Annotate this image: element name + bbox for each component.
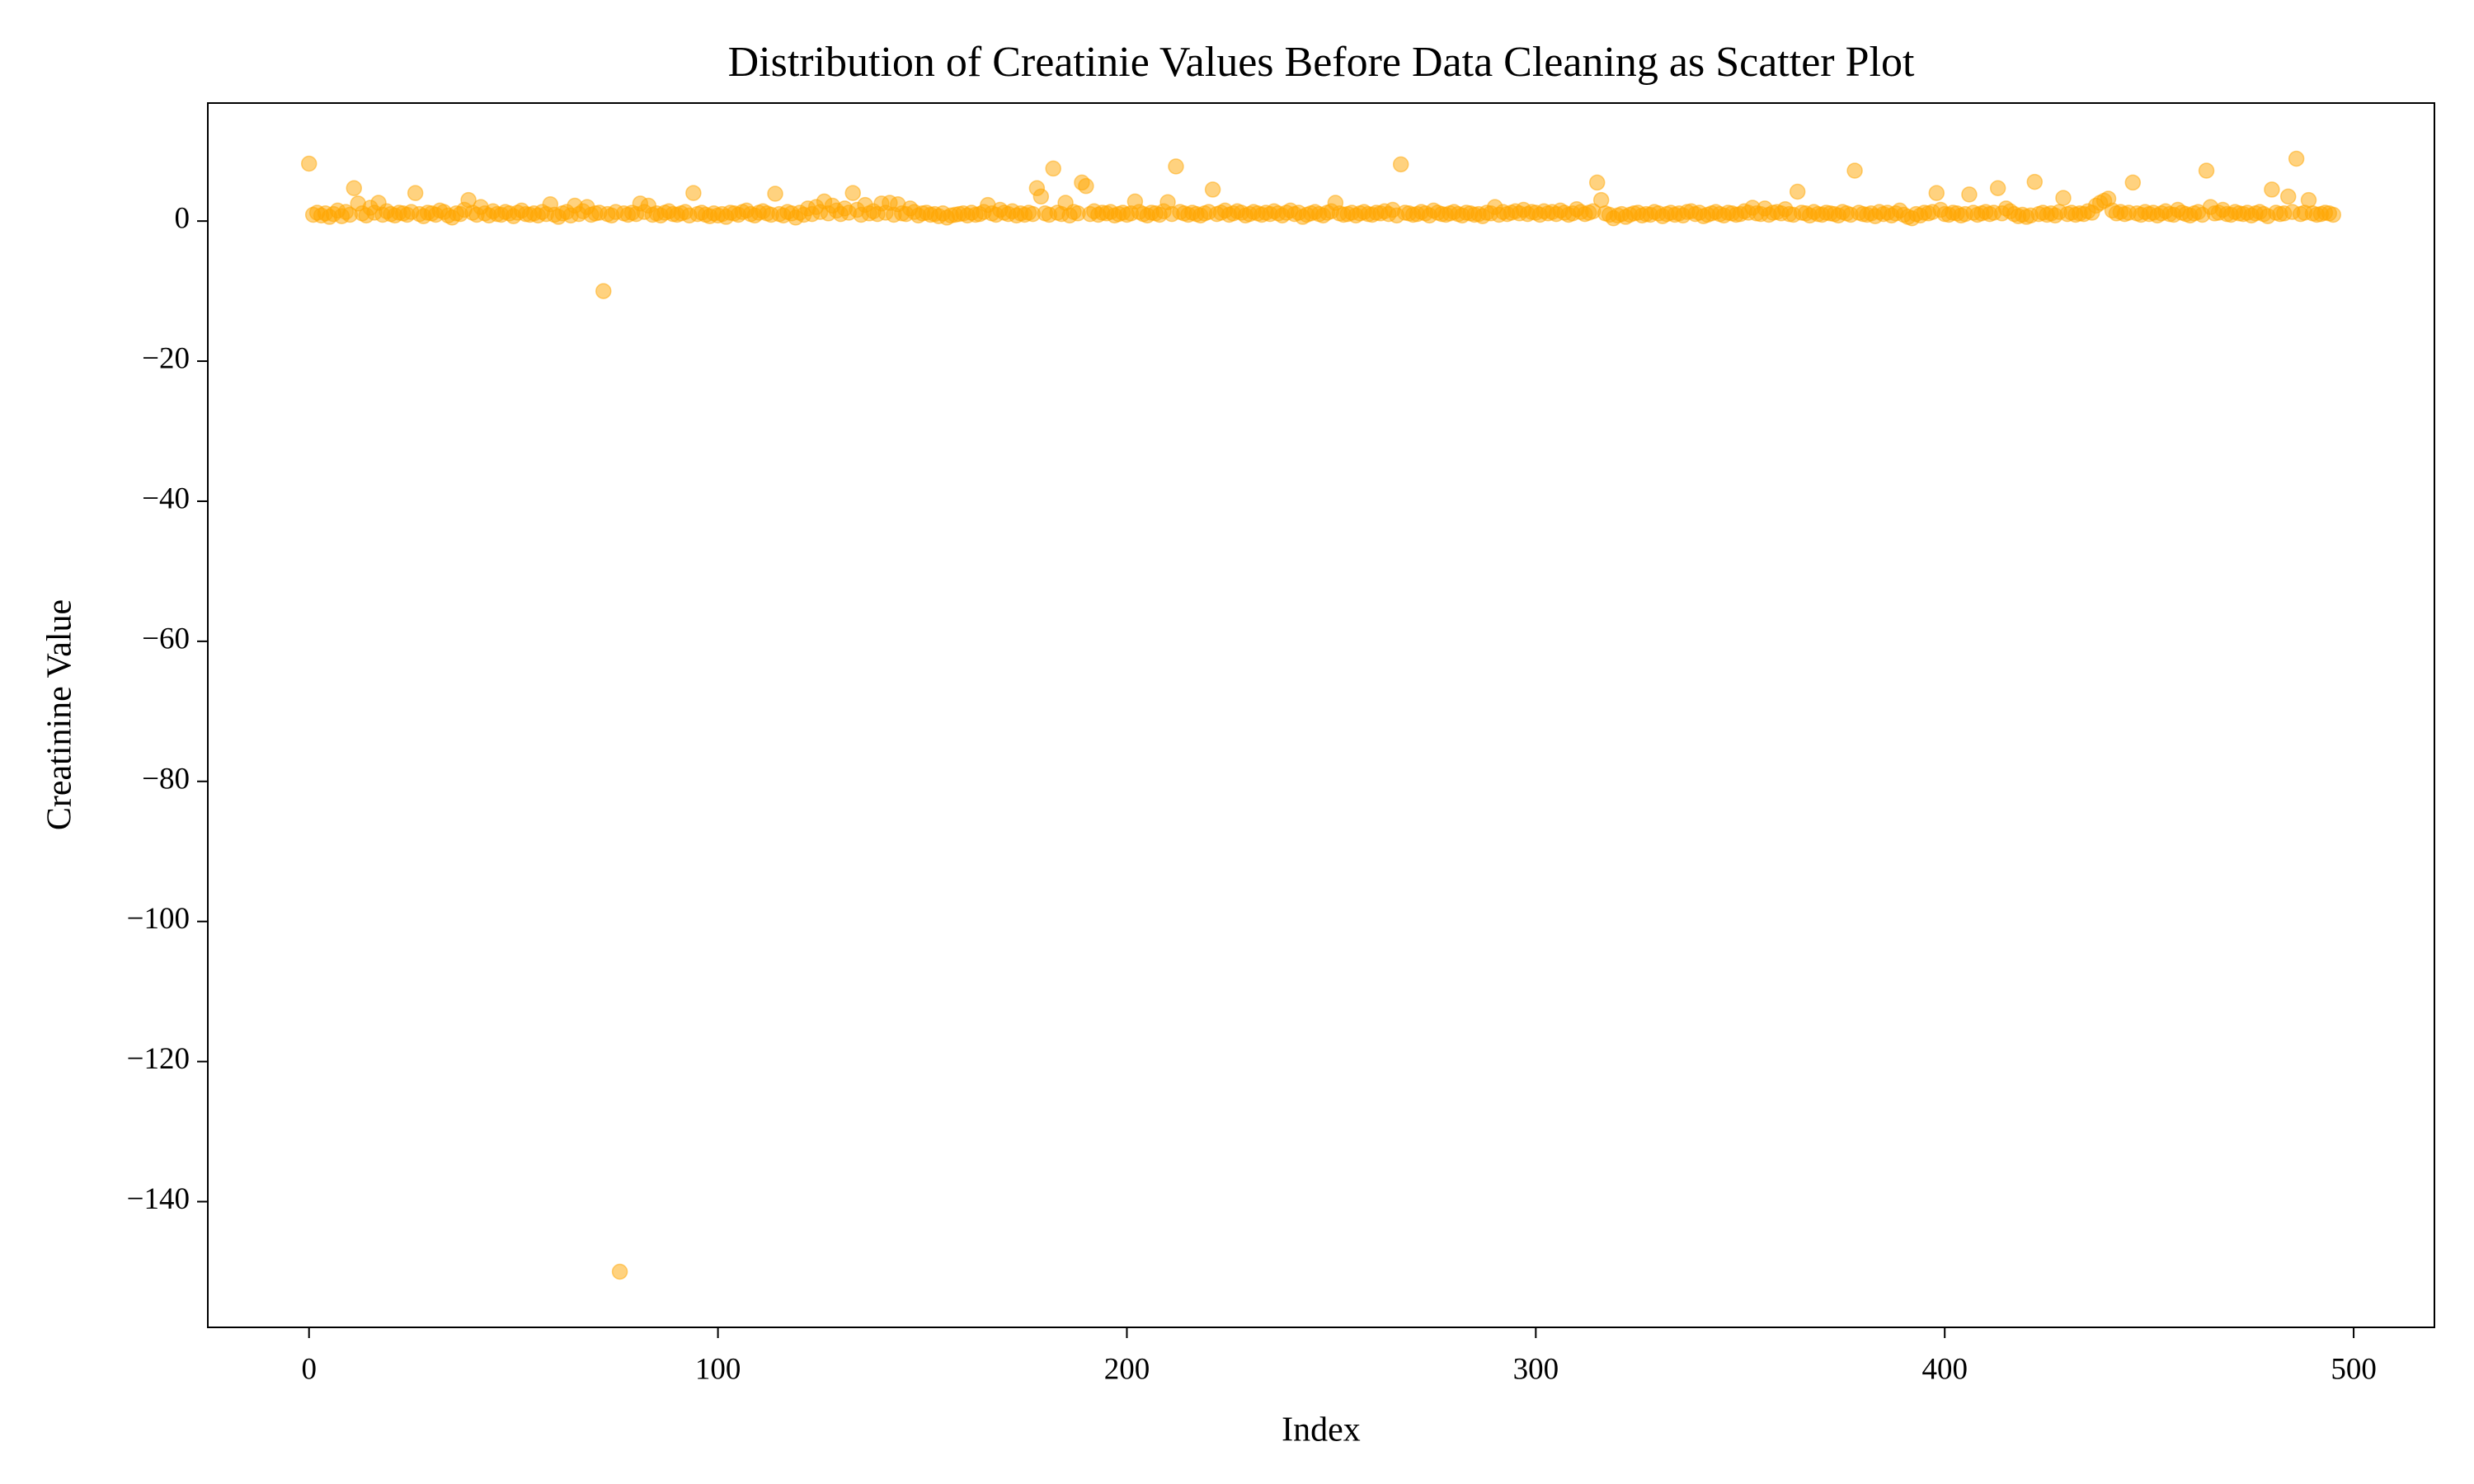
- data-point: [1032, 188, 1050, 205]
- data-point: [1045, 160, 1061, 177]
- data-point: [767, 186, 783, 202]
- data-point: [407, 185, 424, 201]
- y-axis-label: Creatinine Value: [41, 599, 79, 830]
- data-point: [346, 180, 363, 196]
- y-tick-label: 0: [175, 202, 190, 236]
- y-tick-label: −60: [142, 622, 190, 655]
- x-tick-label: 400: [1921, 1352, 1968, 1386]
- data-point: [2264, 181, 2280, 198]
- data-point: [2124, 174, 2142, 191]
- data-point: [1846, 162, 1863, 179]
- data-point: [1961, 186, 1978, 203]
- data-point: [1928, 185, 1945, 201]
- chart-title: Distribution of Creatinie Values Before …: [728, 39, 1915, 86]
- data-point: [595, 283, 612, 299]
- data-point: [2055, 190, 2072, 206]
- data-point: [1204, 181, 1221, 198]
- y-tick-label: −20: [142, 342, 190, 376]
- x-tick-label: 0: [301, 1352, 317, 1386]
- data-point: [1078, 177, 1094, 195]
- x-tick-label: 500: [2331, 1352, 2377, 1386]
- data-point: [1168, 158, 1184, 175]
- x-tick-label: 100: [695, 1352, 741, 1386]
- x-axis-label: Index: [1282, 1411, 1361, 1449]
- plot-frame: [207, 102, 2435, 1328]
- y-tick-label: −140: [127, 1182, 190, 1216]
- data-point: [844, 185, 861, 201]
- y-tick-label: −120: [127, 1042, 190, 1076]
- data-point: [685, 185, 702, 201]
- y-tick-label: −80: [142, 762, 190, 796]
- data-point: [2026, 173, 2044, 190]
- data-point: [2198, 162, 2215, 179]
- data-point: [2288, 150, 2305, 167]
- data-point: [1392, 156, 1409, 173]
- data-point: [611, 1263, 628, 1280]
- data-point: [300, 155, 317, 172]
- data-point: [1588, 174, 1606, 191]
- y-tick-label: −100: [127, 902, 190, 936]
- data-point: [1989, 180, 2006, 196]
- x-tick-label: 200: [1104, 1352, 1150, 1386]
- x-tick-label: 300: [1513, 1352, 1559, 1386]
- data-point: [1592, 191, 1610, 209]
- data-point: [2325, 206, 2342, 223]
- data-point: [1789, 183, 1806, 200]
- data-point: [2300, 191, 2317, 209]
- y-tick-label: −40: [142, 481, 190, 515]
- data-point: [2279, 188, 2297, 205]
